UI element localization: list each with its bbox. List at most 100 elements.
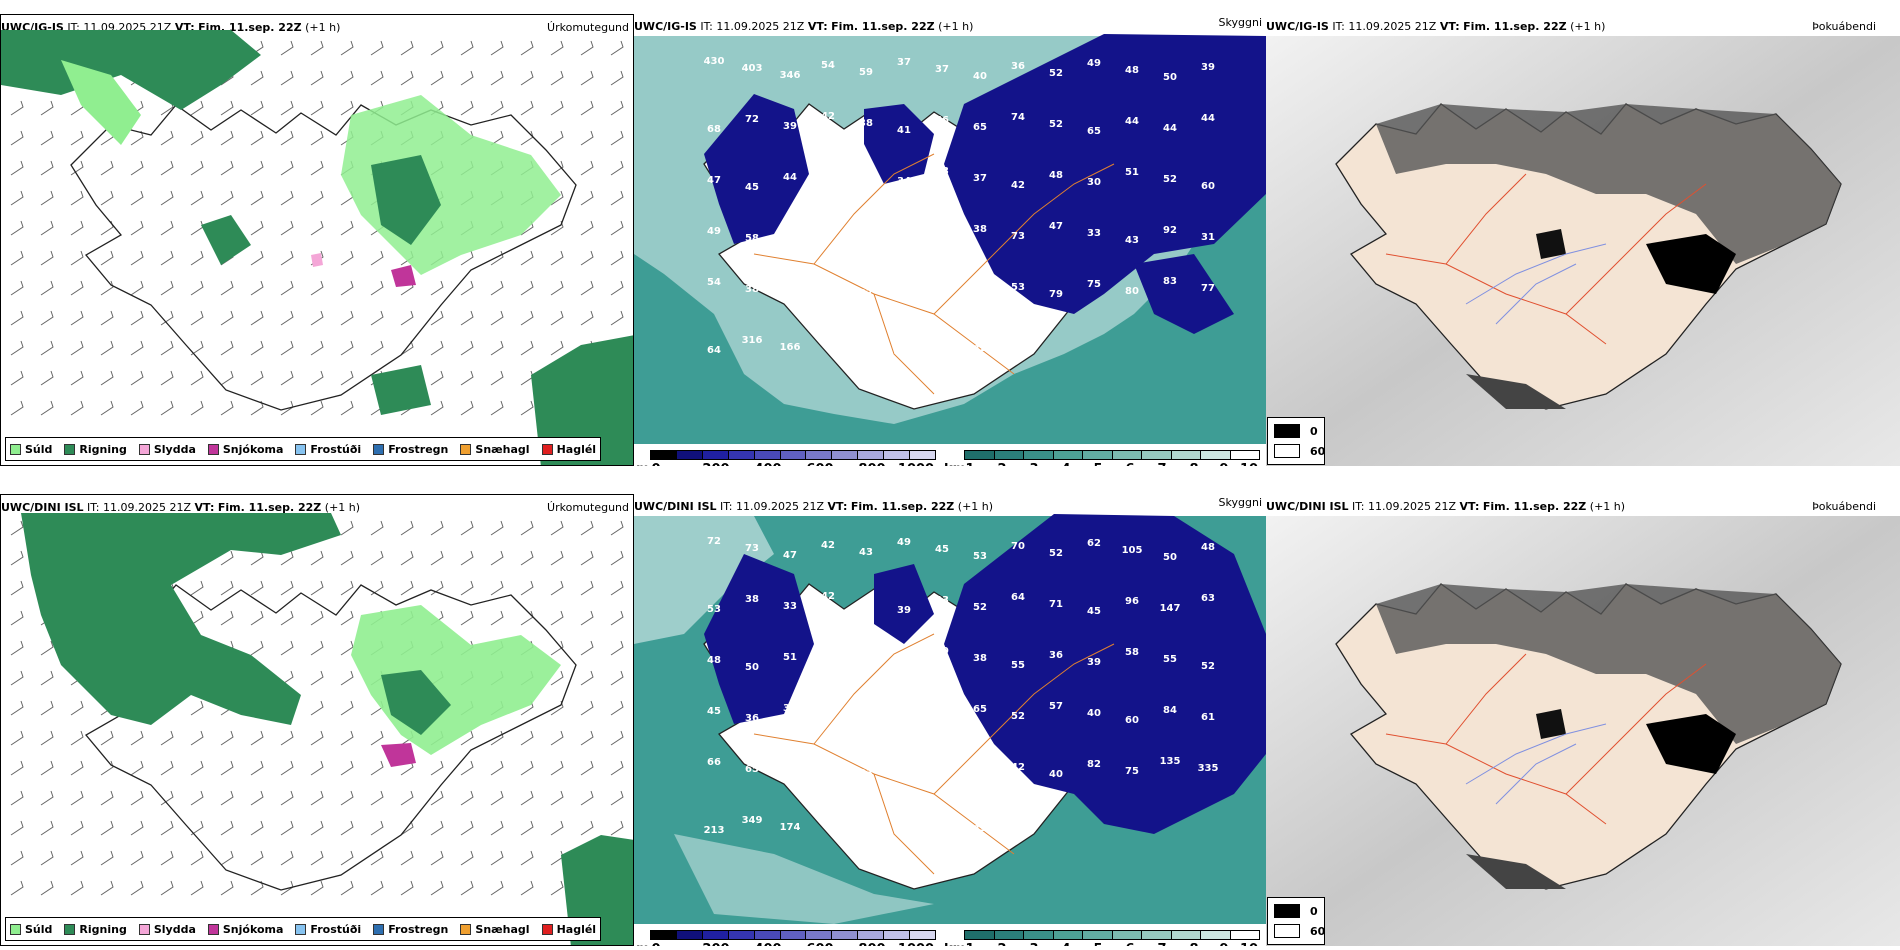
wind-barb	[340, 40, 354, 56]
colorbar-tick: 7	[1157, 942, 1166, 946]
cloud-base-value: 42	[1011, 762, 1025, 773]
cloud-base-value: 60	[1125, 715, 1139, 726]
wind-barb	[520, 880, 534, 896]
wind-barb	[520, 70, 534, 86]
wind-barb	[160, 160, 174, 176]
cloud-base-value: 44	[1125, 116, 1139, 127]
wind-barb	[160, 730, 174, 746]
colorbar-tick: 3	[1029, 462, 1038, 466]
wind-barb	[160, 280, 174, 296]
wind-barb	[220, 760, 234, 776]
wind-barb	[610, 610, 624, 626]
wind-barb	[310, 280, 324, 296]
visibility-colorbar: km 1 2 3 4 5 6 7 8 9 10	[944, 930, 1264, 946]
cloud-base-value: 39	[1201, 62, 1215, 73]
wind-barb	[10, 250, 24, 266]
cloud-base-value: 57	[1049, 701, 1063, 712]
wind-barb	[220, 280, 234, 296]
wind-barb	[10, 130, 24, 146]
cloud-base-value: 45	[935, 544, 949, 555]
wind-barb	[340, 880, 354, 896]
swatch	[207, 923, 219, 935]
wind-barb	[520, 850, 534, 866]
wind-barb	[40, 280, 54, 296]
wind-barb	[100, 250, 114, 266]
wind-barb	[160, 370, 174, 386]
colorbar-tick: 600	[806, 462, 833, 466]
cloud-base-value: 213	[704, 825, 725, 836]
wind-barb	[340, 70, 354, 86]
wind-barb	[430, 880, 444, 896]
wind-barb	[190, 310, 204, 326]
wind-barb	[550, 190, 564, 206]
cloud-base-value: 32	[783, 703, 797, 714]
wind-barb	[70, 130, 84, 146]
cloud-base-value: 42	[1011, 180, 1025, 191]
wind-barb	[460, 760, 474, 776]
wind-barb	[490, 40, 504, 56]
wind-barb	[250, 100, 264, 116]
cloud-base-value: 52	[1049, 68, 1063, 79]
wind-barb	[100, 370, 114, 386]
wind-barb	[340, 790, 354, 806]
cloud-base-value: 105	[1122, 545, 1143, 556]
cloud-base-value: 45	[707, 706, 721, 717]
colorbar-tick: 400	[754, 462, 781, 466]
wind-barb	[490, 70, 504, 86]
wind-barb	[310, 640, 324, 656]
wind-barb	[250, 370, 264, 386]
cloud-base-value: 37	[859, 288, 873, 299]
wind-barb	[40, 190, 54, 206]
wind-barb	[460, 880, 474, 896]
wind-barb	[310, 880, 324, 896]
cloud-base-value: 96	[1125, 596, 1139, 607]
wind-barb	[10, 400, 24, 416]
wind-barb	[610, 40, 624, 56]
wind-barb	[430, 340, 444, 356]
wind-barb	[550, 790, 564, 806]
wind-barb	[160, 220, 174, 236]
wind-barb	[280, 340, 294, 356]
colorbar-tick: 200	[702, 462, 729, 466]
wind-barb	[430, 850, 444, 866]
wind-barb	[310, 40, 324, 56]
wind-barb	[250, 730, 264, 746]
cloud-base-value: 42	[859, 717, 873, 728]
wind-barb	[220, 160, 234, 176]
panel-title: UWC/DINI ISL IT: 11.09.2025 21Z VT: Fim.…	[1266, 500, 1626, 513]
wind-barb	[610, 190, 624, 206]
wind-barb	[220, 130, 234, 146]
wind-barb	[460, 850, 474, 866]
cloud-base-value: 80	[1125, 286, 1139, 297]
cloud-base-value: 84	[1163, 705, 1177, 716]
cloud-base-value: 49	[897, 537, 911, 548]
wind-barb	[40, 700, 54, 716]
wind-barb	[520, 130, 534, 146]
colorbar-tick: 600	[806, 942, 833, 946]
wind-barb	[580, 280, 594, 296]
colorbar-tick: 2	[997, 462, 1006, 466]
wind-barb	[520, 550, 534, 566]
wind-barb	[400, 790, 414, 806]
wind-barb	[460, 580, 474, 596]
cloud-base-value: 41	[897, 125, 911, 136]
cloud-base-value: 39	[1087, 657, 1101, 668]
wind-barb	[280, 790, 294, 806]
cloud-base-value: 52	[973, 602, 987, 613]
wind-barb	[220, 850, 234, 866]
colorbar-tick: 800	[858, 942, 885, 946]
wind-barb	[460, 610, 474, 626]
colorbar-tick: 1000	[898, 462, 934, 466]
precip-map	[10, 513, 633, 945]
wind-barb	[250, 190, 264, 206]
wind-barb	[550, 130, 564, 146]
wind-barb	[610, 280, 624, 296]
wind-barb	[280, 310, 294, 326]
swatch	[460, 923, 472, 935]
wind-barb	[10, 670, 24, 686]
colorbar-tick: 10	[1240, 942, 1258, 946]
wind-barb	[10, 520, 24, 536]
wind-barb	[310, 400, 324, 416]
wind-barb	[40, 370, 54, 386]
wind-barb	[580, 730, 594, 746]
